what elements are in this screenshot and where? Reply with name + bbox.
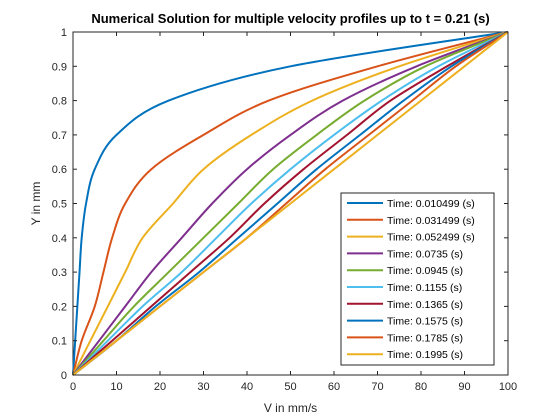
legend-label: Time: 0.031499 (s) [387,215,475,227]
axis-ticks: 0 10 20 30 40 50 60 70 80 90 100 0 0.1 0.2 0.3 0.4 0.5 0.… [52,27,517,393]
legend-label: Time: 0.1575 (s) [387,316,463,328]
x-tick-label: 100 [499,381,517,393]
x-axis-label: V in mm/s [264,401,317,415]
legend-label: Time: 0.1365 (s) [387,299,463,311]
y-tick-label: 0.7 [52,130,67,142]
y-tick-label: 0.6 [52,164,67,176]
x-tick-label: 80 [415,381,427,393]
y-tick-label: 1 [61,27,67,39]
chart-title: Numerical Solution for multiple velocity… [91,11,489,26]
series-line-8 [72,31,509,376]
y-tick-label: 0.5 [52,199,67,211]
series-line-5 [72,31,509,376]
y-tick-label: 0.4 [52,233,67,245]
y-tick-label: 0.9 [52,61,67,73]
series-line-7 [72,31,509,376]
legend-label: Time: 0.010499 (s) [387,198,475,210]
y-tick-label: 0.8 [52,96,67,108]
series-lines [72,31,509,376]
series-line-4 [72,31,509,376]
legend-label: Time: 0.1155 (s) [387,282,462,294]
y-tick-label: 0.3 [52,267,67,279]
legend-label: Time: 0.0735 (s) [387,248,463,260]
legend-label: Time: 0.1785 (s) [387,332,463,344]
legend-label: Time: 0.1995 (s) [387,349,463,361]
legend: Time: 0.010499 (s) Time: 0.031499 (s) Time… [340,192,495,366]
y-tick-label: 0 [61,370,67,382]
x-tick-label: 90 [458,381,470,393]
x-tick-label: 30 [197,381,209,393]
x-tick-label: 50 [284,381,296,393]
series-line-10 [72,31,509,376]
series-line-6 [72,31,509,376]
y-tick-label: 0.1 [52,336,67,348]
x-tick-label: 20 [154,381,166,393]
y-tick-label: 0.2 [52,301,67,313]
x-tick-label: 0 [70,381,76,393]
x-tick-label: 60 [328,381,340,393]
series-line-1 [72,31,509,376]
x-tick-label: 40 [241,381,253,393]
series-line-3 [72,31,509,376]
x-tick-label: 70 [371,381,383,393]
y-axis-label: Y in mm [29,182,43,226]
series-line-2 [72,31,509,376]
legend-label: Time: 0.0945 (s) [387,265,463,277]
x-tick-label: 10 [110,381,122,393]
legend-box [340,192,495,366]
legend-label: Time: 0.052499 (s) [387,232,475,244]
